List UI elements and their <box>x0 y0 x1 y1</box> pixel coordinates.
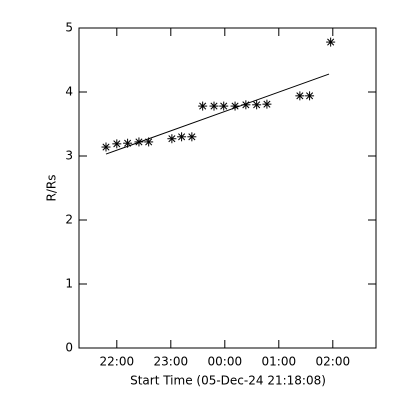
asterisk-marker <box>101 142 111 152</box>
asterisk-stroke <box>188 133 196 141</box>
y-tick-label: 1 <box>65 277 73 291</box>
asterisk-stroke <box>102 143 110 151</box>
asterisk-stroke <box>113 140 121 148</box>
asterisk-stroke <box>220 102 228 110</box>
y-tick-label: 5 <box>65 21 73 35</box>
y-tick-label: 2 <box>65 213 73 227</box>
asterisk-marker <box>252 100 262 110</box>
y-tick-label: 0 <box>65 341 73 355</box>
x-tick-label: 02:00 <box>316 355 351 369</box>
asterisk-marker <box>262 99 272 109</box>
asterisk-marker <box>112 139 122 149</box>
asterisk-marker <box>209 101 219 111</box>
asterisk-marker <box>326 37 336 47</box>
asterisk-stroke <box>168 135 176 143</box>
asterisk-stroke <box>306 92 314 100</box>
x-axis-label: Start Time (05-Dec-24 21:18:08) <box>130 374 326 388</box>
asterisk-stroke <box>124 139 132 147</box>
asterisk-marker <box>198 101 208 111</box>
asterisk-stroke <box>145 138 153 146</box>
asterisk-stroke <box>253 101 261 109</box>
asterisk-stroke <box>327 38 335 46</box>
asterisk-stroke <box>210 102 218 110</box>
asterisk-marker <box>187 132 197 142</box>
fit-line <box>105 73 330 155</box>
asterisk-stroke <box>263 100 271 108</box>
y-tick-label: 3 <box>65 149 73 163</box>
asterisk-marker <box>305 91 315 101</box>
asterisk-stroke <box>296 92 304 100</box>
asterisk-marker <box>295 91 305 101</box>
y-axis-label: R/Rs <box>45 175 59 202</box>
asterisk-marker <box>177 132 187 142</box>
asterisk-stroke <box>178 133 186 141</box>
x-tick-label: 22:00 <box>100 355 135 369</box>
x-tick-label: 00:00 <box>208 355 243 369</box>
asterisk-stroke <box>199 102 207 110</box>
asterisk-marker <box>167 134 177 144</box>
asterisk-marker <box>219 101 229 111</box>
plot-frame <box>78 27 377 349</box>
x-tick-label: 23:00 <box>154 355 189 369</box>
y-tick-label: 4 <box>65 85 73 99</box>
x-tick-label: 01:00 <box>262 355 297 369</box>
